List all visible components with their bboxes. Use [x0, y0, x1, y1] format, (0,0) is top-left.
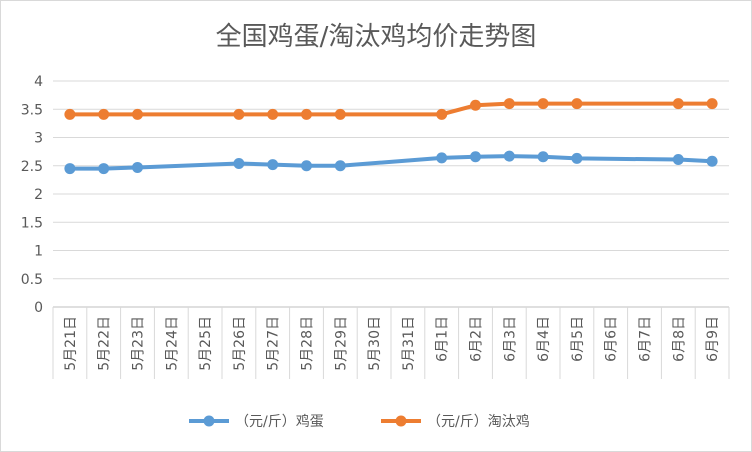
x-tick-label: 5月24日 — [164, 316, 180, 371]
legend-marker — [395, 415, 407, 427]
data-point — [706, 98, 718, 110]
data-point — [571, 98, 583, 110]
x-tick-label: 5月22日 — [97, 316, 113, 371]
data-point — [503, 150, 515, 162]
series-line-2 — [67, 101, 715, 117]
x-tick-label: 5月30日 — [367, 316, 383, 371]
chart-title: 全国鸡蛋/淘汰鸡均价走势图 — [216, 22, 537, 52]
data-point — [98, 108, 110, 120]
data-point — [334, 160, 346, 172]
x-tick-label: 6月3日 — [502, 316, 518, 362]
x-tick-label: 5月25日 — [198, 316, 214, 371]
data-point — [436, 108, 448, 120]
data-point — [672, 98, 684, 110]
x-tick-label: 6月8日 — [671, 316, 687, 362]
data-point — [301, 160, 312, 172]
y-tick-label: 4 — [34, 74, 43, 90]
data-point — [132, 161, 143, 173]
data-point — [672, 154, 684, 166]
data-point — [64, 108, 76, 120]
x-tick-label: 5月27日 — [266, 316, 282, 371]
series-group — [64, 98, 718, 175]
data-point — [537, 98, 549, 110]
y-tick-label: 0.5 — [21, 272, 43, 288]
legend-marker — [203, 415, 215, 427]
data-point — [98, 163, 110, 175]
x-tick-label: 5月23日 — [131, 316, 147, 371]
data-point — [571, 152, 583, 164]
x-tick-label: 6月1日 — [435, 316, 451, 362]
x-axis: 5月21日 5月22日 5月23日 5月24日 5月25日 5月26日 5月27日 5月28日… — [52, 307, 730, 379]
y-axis: 0 0.5 1 1.5 2 2.5 3 3.5 4 — [21, 74, 43, 316]
x-tick-label: 6月5日 — [570, 316, 586, 362]
y-tick-label: 3 — [34, 131, 43, 147]
data-point — [470, 99, 481, 111]
y-tick-label: 2 — [34, 187, 43, 203]
x-tick-label: 6月2日 — [469, 316, 485, 362]
x-tick-label: 5月29日 — [333, 316, 349, 371]
x-tick-label: 5月28日 — [300, 316, 316, 371]
data-point — [267, 159, 279, 171]
data-point — [470, 151, 481, 163]
data-point — [64, 163, 76, 175]
y-tick-label: 1.5 — [21, 215, 43, 231]
y-tick-label: 2.5 — [21, 159, 43, 175]
x-tick-label: 5月21日 — [63, 316, 79, 371]
x-tick-label: 6月6日 — [604, 316, 620, 362]
data-point — [233, 157, 245, 169]
x-tick-label: 6月9日 — [705, 316, 721, 362]
legend-label: （元/斤）鸡蛋 — [235, 413, 324, 430]
data-point — [503, 98, 515, 110]
x-tick-label: 6月4日 — [536, 316, 552, 362]
data-point — [132, 108, 143, 120]
x-tick-label: 6月7日 — [638, 316, 654, 362]
series-line-1 — [67, 154, 715, 171]
data-point — [537, 151, 549, 163]
data-point — [334, 108, 346, 120]
x-tick-label: 5月26日 — [232, 316, 248, 371]
data-point — [233, 108, 245, 120]
legend-label: （元/斤）淘汰鸡 — [427, 413, 530, 430]
data-point — [706, 155, 718, 167]
data-point — [436, 152, 448, 164]
data-point — [301, 108, 312, 120]
y-tick-label: 0 — [34, 300, 43, 316]
legend: （元/斤）鸡蛋 （元/斤）淘汰鸡 — [189, 413, 530, 430]
y-tick-label: 3.5 — [21, 102, 43, 118]
data-point — [267, 108, 279, 120]
y-tick-label: 1 — [34, 244, 43, 260]
x-tick-label: 5月31日 — [401, 316, 417, 371]
